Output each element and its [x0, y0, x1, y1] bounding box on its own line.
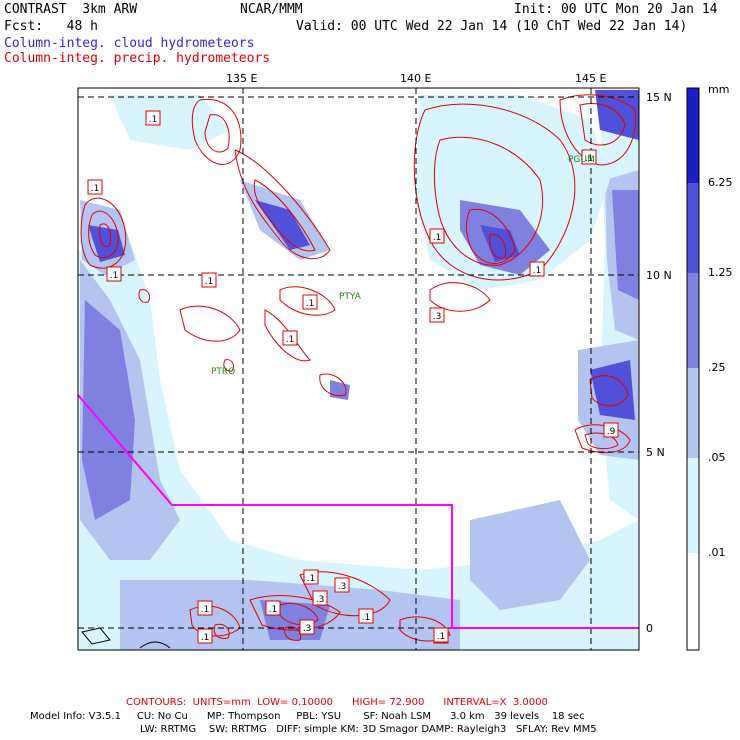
colorbar-bin-5	[687, 458, 699, 553]
domain-boundary	[77, 394, 639, 629]
contour-label: .1	[282, 330, 298, 346]
svg-text:.3: .3	[303, 624, 312, 634]
svg-text:.1: .1	[205, 277, 214, 287]
contour-label: .1	[303, 569, 319, 585]
svg-text:.1: .1	[362, 613, 371, 623]
contour-label: .1	[581, 149, 597, 165]
station-label-ptro: PTRO	[211, 367, 235, 377]
valid-time: Valid: 00 UTC Wed 22 Jan 14 (10 ChT Wed …	[296, 19, 688, 34]
colorbar-label-.25: .25	[708, 361, 726, 374]
svg-text:.1: .1	[533, 266, 542, 276]
lat-label-5n: 5 N	[646, 446, 665, 459]
colorbar-bin-2	[687, 183, 699, 273]
contour-label: .3	[429, 307, 445, 323]
forecast-hour: Fcst: 48 h	[4, 19, 98, 34]
legend-cloud: Column-integ. cloud hydrometeors	[4, 36, 255, 51]
svg-text:.1: .1	[433, 233, 442, 243]
svg-text:.3: .3	[433, 312, 442, 322]
contour-label: .1	[429, 228, 445, 244]
plot-frame	[77, 87, 640, 651]
contour-label: .1	[197, 600, 213, 616]
contour-label: .3	[334, 577, 350, 593]
svg-text:.1: .1	[269, 605, 278, 615]
lon-label-135: 135 E	[226, 72, 258, 85]
colorbar-label-.05: .05	[708, 451, 726, 464]
lat-label-eq: 0	[646, 622, 653, 635]
svg-text:.9: .9	[607, 427, 616, 437]
contour-label: .1	[433, 627, 449, 643]
svg-text:.1: .1	[201, 605, 210, 615]
contour-info: CONTOURS: UNITS=mm LOW= 0.10000 HIGH= 72…	[126, 697, 548, 708]
init-time: Init: 00 UTC Mon 20 Jan 14	[514, 2, 718, 17]
precip-contours	[80, 94, 636, 642]
contour-label: .1	[265, 600, 281, 616]
contour-label-group: .1.1.1.1.1.1.1.3.1.9.1.3.3.1.1.1.1.3.3.1…	[87, 110, 619, 644]
shaded-cloud-field	[78, 88, 639, 650]
colorbar-bin-3	[687, 273, 699, 368]
svg-text:.1: .1	[110, 271, 119, 281]
model-title: CONTRAST 3km ARW	[4, 2, 138, 17]
colorbar-bin-6	[687, 553, 699, 650]
station-label-pgum: PGUM	[568, 155, 595, 165]
svg-text:.3: .3	[338, 582, 347, 592]
contour-label: .1	[145, 110, 161, 126]
coastline	[81, 627, 171, 649]
contour-label: .1	[358, 608, 374, 624]
colorbar-unit: mm	[708, 83, 730, 96]
svg-text:.3: .3	[316, 595, 325, 605]
contour-label: .1	[302, 294, 318, 310]
organization: NCAR/MMM	[240, 2, 303, 17]
colorbar-bin-4	[687, 368, 699, 458]
contour-label: .1	[106, 266, 122, 282]
svg-text:.1: .1	[307, 574, 316, 584]
lat-lon-grid	[78, 88, 639, 650]
colorbar-bin-1	[687, 88, 699, 183]
contour-label: .9	[603, 422, 619, 438]
legend-precip: Column-integ. precip. hydrometeors	[4, 51, 271, 66]
svg-text:.1: .1	[306, 299, 315, 309]
svg-text:.1: .1	[201, 633, 210, 643]
station-label-ptya: PTYA	[339, 292, 362, 302]
contour-label: .1	[197, 628, 213, 644]
contour-label: .3	[299, 619, 315, 635]
svg-text:.1: .1	[149, 115, 158, 125]
contour-label: .1	[87, 179, 103, 195]
contour-label: .1	[201, 272, 217, 288]
contour-label: .1	[529, 261, 545, 277]
contour-label: .3	[312, 590, 328, 606]
model-info-line-1: Model Info: V3.5.1 CU: No Cu MP: Thompso…	[30, 711, 585, 722]
colorbar	[686, 87, 700, 651]
model-info-line-2: LW: RRTMG SW: RRTMG DIFF: simple KM: 3D …	[140, 724, 597, 735]
colorbar-label-.01: .01	[708, 546, 726, 559]
svg-text:.1: .1	[91, 184, 100, 194]
lat-label-15n: 15 N	[646, 91, 672, 104]
colorbar-label-1.25: 1.25	[708, 266, 733, 279]
lon-label-140: 140 E	[400, 72, 432, 85]
lon-label-145: 145 E	[575, 72, 607, 85]
lat-label-10n: 10 N	[646, 269, 672, 282]
svg-text:.1: .1	[585, 154, 594, 164]
svg-text:.1: .1	[286, 335, 295, 345]
svg-text:.1: .1	[437, 632, 446, 642]
colorbar-label-6.25: 6.25	[708, 176, 733, 189]
